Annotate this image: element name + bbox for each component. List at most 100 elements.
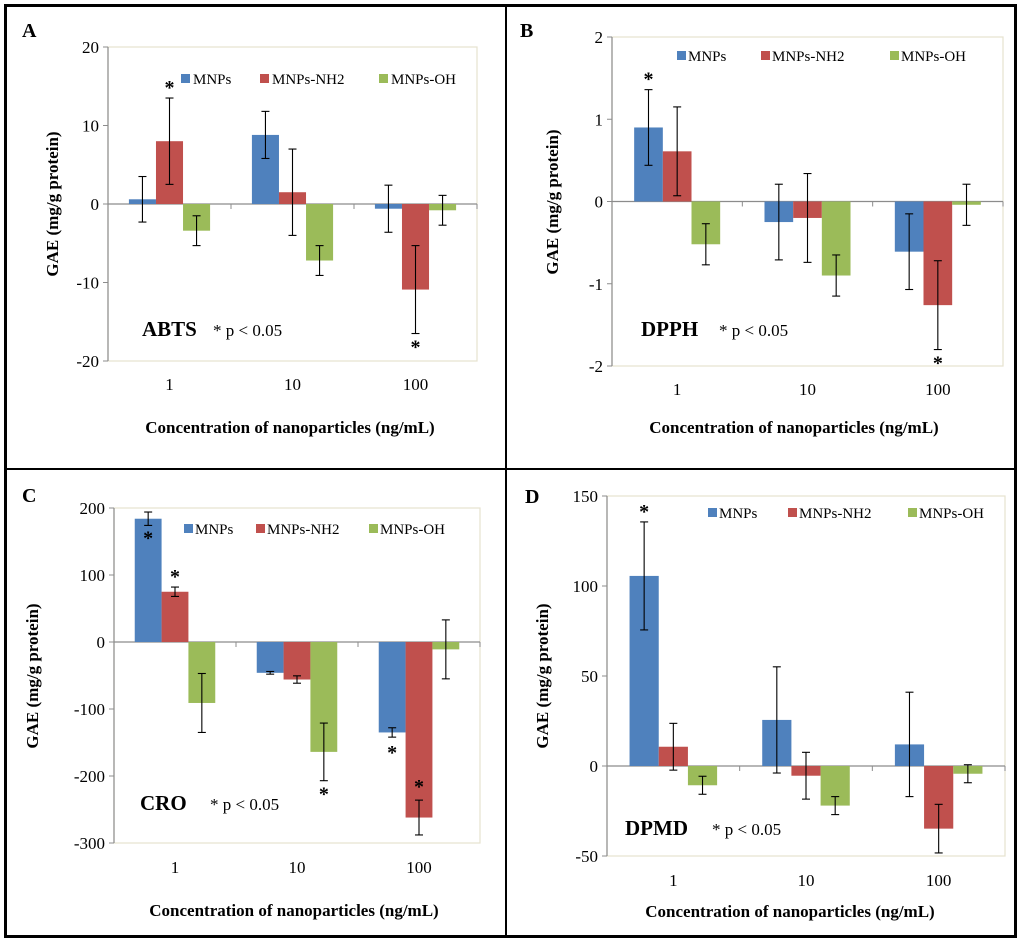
significance-note: * p < 0.05 (210, 795, 279, 814)
legend-swatch-mnps-oh (379, 74, 388, 83)
y-tick-label: -1 (589, 275, 603, 294)
panel-d: D -50 0 50 100 150 1 * 10 100 GAE (mg/g protein)… (525, 486, 1006, 921)
panel-letter: A (22, 20, 37, 42)
significance-star: * (933, 353, 943, 375)
legend-swatch-mnps (708, 508, 717, 517)
y-tick-label: 100 (573, 577, 599, 596)
legend-swatch-mnps (181, 74, 190, 83)
significance-star: * (165, 77, 175, 99)
x-tick-label: 10 (799, 380, 816, 399)
legend-label-mnps-oh: MNPs-OH (901, 49, 966, 65)
x-tick-label: 1 (165, 375, 174, 394)
legend-swatch-mnps-nh2 (761, 51, 770, 60)
legend-label-mnps-nh2: MNPs-NH2 (799, 506, 872, 522)
panel-b: B -2 -1 0 1 2 1 * 10 100 * GAE (mg/g protein) Con… (520, 20, 1004, 437)
panel-c: C -300 -200 -100 0 100 200 1 * * 10 * 100 * * GAE (mg… (22, 485, 481, 920)
legend-label-mnps: MNPs (193, 72, 232, 88)
significance-star: * (414, 776, 424, 798)
legend-swatch-mnps-oh (890, 51, 899, 60)
figure-frame (4, 4, 1017, 938)
y-axis-label: GAE (mg/g protein) (533, 603, 552, 748)
significance-star: * (411, 337, 421, 359)
legend-label-mnps-oh: MNPs-OH (919, 506, 984, 522)
legend-swatch-mnps-oh (908, 508, 917, 517)
assay-label: CRO (140, 791, 187, 815)
legend-label-mnps: MNPs (688, 49, 727, 65)
x-tick-label: 10 (284, 375, 301, 394)
x-axis-label: Concentration of nanoparticles (ng/mL) (145, 418, 434, 437)
panel-letter: C (22, 485, 36, 507)
x-tick-label: 10 (798, 871, 815, 890)
y-axis-label: GAE (mg/g protein) (543, 129, 562, 274)
bar-mnps-nh2 (161, 591, 189, 642)
significance-star: * (643, 69, 653, 91)
assay-label: DPPH (641, 317, 698, 341)
y-tick-label: -100 (74, 700, 105, 719)
plot-area: -2 -1 0 1 2 1 * 10 100 * (589, 28, 1004, 399)
y-tick-label: 0 (590, 757, 599, 776)
significance-star: * (319, 784, 329, 806)
legend-swatch-mnps-oh (369, 524, 378, 533)
y-tick-label: 100 (80, 566, 106, 585)
legend-label-mnps: MNPs (195, 522, 234, 538)
y-tick-label: 2 (595, 28, 604, 47)
panel-a: A -20 -10 0 10 20 1 * 10 100 * GAE (mg/g protein)… (22, 20, 478, 437)
legend-swatch-mnps (677, 51, 686, 60)
significance-star: * (639, 501, 649, 523)
legend-label-mnps-nh2: MNPs-NH2 (267, 522, 340, 538)
panel-letter: B (520, 20, 533, 42)
y-tick-label: -300 (74, 834, 105, 853)
x-tick-label: 1 (171, 858, 180, 877)
legend-label-mnps-oh: MNPs-OH (380, 522, 445, 538)
significance-note: * p < 0.05 (213, 321, 282, 340)
x-tick-label: 1 (669, 871, 678, 890)
significance-star: * (170, 566, 180, 588)
y-tick-label: 0 (97, 633, 106, 652)
y-axis-label: GAE (mg/g protein) (23, 603, 42, 748)
y-tick-label: -2 (589, 357, 603, 376)
significance-star: * (387, 742, 397, 764)
y-tick-label: 0 (595, 193, 604, 212)
plot-area: -20 -10 0 10 20 1 * 10 100 * (76, 38, 478, 394)
significance-star: * (143, 528, 153, 550)
bar-mnps (256, 642, 284, 673)
y-axis-label: GAE (mg/g protein) (43, 131, 62, 276)
y-tick-label: 50 (581, 667, 598, 686)
bar-mnps-nh2 (283, 642, 311, 680)
legend-swatch-mnps-nh2 (256, 524, 265, 533)
legend-label-mnps: MNPs (719, 506, 758, 522)
significance-note: * p < 0.05 (719, 321, 788, 340)
plot-area: -50 0 50 100 150 1 * 10 100 (573, 487, 1006, 890)
significance-note: * p < 0.05 (712, 820, 781, 839)
legend-label-mnps-nh2: MNPs-NH2 (772, 49, 845, 65)
y-tick-label: -10 (76, 274, 99, 293)
panel-letter: D (525, 486, 539, 508)
legend-label-mnps-oh: MNPs-OH (391, 72, 456, 88)
x-tick-label: 100 (926, 871, 952, 890)
x-tick-label: 1 (673, 380, 682, 399)
bar-mnps (134, 518, 162, 642)
bar-mnps-nh2 (405, 642, 433, 818)
assay-label: ABTS (142, 317, 197, 341)
y-tick-label: 200 (80, 499, 106, 518)
y-tick-label: 150 (573, 487, 599, 506)
x-axis-label: Concentration of nanoparticles (ng/mL) (149, 901, 438, 920)
x-axis-label: Concentration of nanoparticles (ng/mL) (649, 418, 938, 437)
y-tick-label: -20 (76, 352, 99, 371)
legend-swatch-mnps-nh2 (788, 508, 797, 517)
y-tick-label: 10 (82, 117, 99, 136)
assay-label: DPMD (625, 816, 688, 840)
plot-area: -300 -200 -100 0 100 200 1 * * 10 * 100 * * (74, 499, 481, 877)
legend-swatch-mnps (184, 524, 193, 533)
y-tick-label: -50 (575, 847, 598, 866)
bar-mnps (378, 642, 406, 733)
y-tick-label: -200 (74, 767, 105, 786)
bar-mnps-oh (687, 766, 718, 786)
y-tick-label: 1 (595, 110, 604, 129)
x-axis-label: Concentration of nanoparticles (ng/mL) (645, 902, 934, 921)
legend-label-mnps-nh2: MNPs-NH2 (272, 72, 345, 88)
x-tick-label: 100 (406, 858, 432, 877)
x-tick-label: 100 (925, 380, 951, 399)
y-tick-label: 20 (82, 38, 99, 57)
